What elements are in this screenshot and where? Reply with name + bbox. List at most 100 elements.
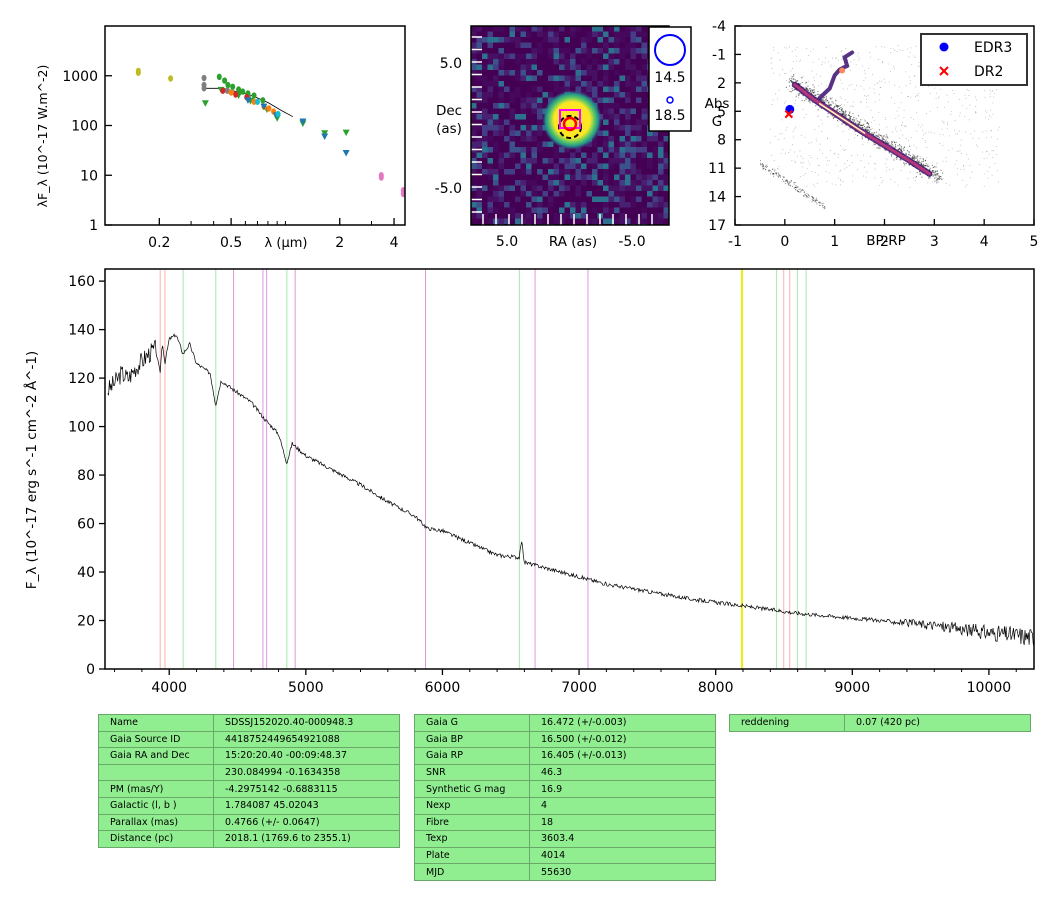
hrd-star bbox=[770, 57, 772, 59]
hrd-star bbox=[811, 171, 813, 173]
hrd-star bbox=[901, 125, 903, 126]
hrd-star bbox=[870, 109, 872, 111]
image-pixel bbox=[537, 218, 543, 225]
image-pixel bbox=[658, 141, 664, 148]
image-pixel bbox=[663, 136, 669, 142]
hrd-star bbox=[858, 123, 860, 125]
image-pixel bbox=[526, 202, 532, 208]
hrd-wd-star bbox=[803, 195, 805, 197]
hrd-star bbox=[996, 153, 997, 155]
hrd-star bbox=[964, 186, 966, 187]
hrd-wd-star bbox=[818, 201, 820, 203]
hrd-star bbox=[793, 61, 794, 62]
image-pixel bbox=[652, 180, 659, 186]
image-pixel bbox=[509, 97, 516, 104]
image-pixel bbox=[586, 64, 593, 71]
hrd-wd-star bbox=[792, 186, 793, 187]
image-pixel bbox=[575, 70, 582, 76]
image-pixel bbox=[515, 81, 521, 87]
image-pixel bbox=[614, 130, 620, 137]
sed-xlabel: λ (μm) bbox=[265, 236, 308, 251]
image-pixel bbox=[531, 152, 538, 159]
image-pixel bbox=[548, 163, 554, 170]
hrd-star bbox=[798, 97, 799, 98]
image-pixel bbox=[482, 64, 488, 71]
image-pixel bbox=[487, 31, 494, 38]
image-pixel bbox=[625, 59, 631, 65]
sed-point bbox=[225, 81, 231, 89]
image-pixel bbox=[603, 48, 609, 54]
image-pixel bbox=[548, 48, 554, 54]
hrd-star bbox=[956, 150, 958, 152]
image-pixel bbox=[498, 97, 505, 104]
spectrum-xtick-label: 9000 bbox=[834, 680, 870, 696]
image-pixel bbox=[636, 37, 642, 43]
image-pixel bbox=[526, 163, 532, 170]
image-pixel bbox=[603, 141, 609, 148]
hrd-star bbox=[821, 98, 823, 100]
image-pixel bbox=[509, 136, 516, 142]
hrd-star bbox=[909, 76, 910, 78]
image-pixel bbox=[663, 169, 669, 175]
image-pixel bbox=[608, 136, 615, 142]
hrd-star bbox=[991, 91, 993, 92]
image-pixel bbox=[498, 42, 505, 49]
image-pixel bbox=[619, 191, 626, 197]
image-pixel bbox=[537, 64, 543, 71]
hrd-star bbox=[779, 74, 781, 76]
hrd-star bbox=[831, 114, 833, 116]
hrd-star bbox=[905, 85, 907, 87]
image-pixel bbox=[515, 213, 521, 219]
hrd-star bbox=[847, 160, 848, 161]
hrd-star bbox=[930, 132, 932, 134]
hrd-star bbox=[810, 157, 812, 158]
image-pixel bbox=[575, 48, 582, 54]
image-pixel bbox=[564, 158, 571, 164]
hrd-wd-star bbox=[797, 190, 799, 192]
hrd-star bbox=[845, 110, 847, 112]
image-pixel bbox=[493, 103, 499, 109]
hrd-wd-star bbox=[805, 196, 807, 198]
image-pixel bbox=[509, 202, 516, 208]
image-pixel bbox=[641, 70, 648, 76]
image-pixel bbox=[625, 53, 631, 60]
hrd-star bbox=[807, 88, 809, 90]
image-pixel bbox=[625, 207, 631, 214]
image-pixel bbox=[564, 202, 571, 208]
image-pixel bbox=[592, 196, 598, 203]
image-pixel bbox=[586, 92, 593, 98]
hrd-star bbox=[782, 149, 784, 150]
hrd-star bbox=[897, 115, 899, 117]
image-pixel bbox=[581, 213, 587, 219]
hrd-star bbox=[870, 121, 872, 123]
image-pixel bbox=[482, 42, 488, 49]
hrd-star bbox=[893, 68, 895, 69]
hrd-star bbox=[898, 148, 900, 150]
image-pixel bbox=[564, 169, 571, 175]
image-pixel bbox=[531, 37, 538, 43]
hrd-star bbox=[878, 133, 880, 135]
astrometry-value: 4418752449654921088 bbox=[213, 730, 400, 749]
image-pixel bbox=[520, 75, 527, 82]
image-pixel bbox=[636, 136, 642, 142]
hrd-star bbox=[800, 161, 802, 163]
image-legend: 14.5 18.5 bbox=[648, 26, 692, 132]
image-pixel bbox=[509, 48, 516, 54]
image-pixel bbox=[487, 48, 494, 54]
image-pixel bbox=[487, 64, 494, 71]
image-pixel bbox=[553, 75, 560, 82]
image-pixel bbox=[520, 70, 527, 76]
image-pixel bbox=[504, 202, 510, 208]
image-pixel bbox=[608, 125, 615, 131]
hrd-star bbox=[867, 122, 869, 125]
image-pixel bbox=[636, 114, 642, 120]
photometry-key: Nexp bbox=[414, 796, 530, 815]
image-pixel bbox=[487, 53, 494, 60]
image-pixel bbox=[570, 31, 576, 38]
image-pixel bbox=[647, 174, 653, 181]
image-pixel bbox=[647, 147, 653, 153]
image-pixel bbox=[531, 163, 538, 170]
image-pixel bbox=[592, 64, 598, 71]
hrd-star bbox=[886, 136, 888, 138]
hrd-star bbox=[817, 90, 819, 93]
